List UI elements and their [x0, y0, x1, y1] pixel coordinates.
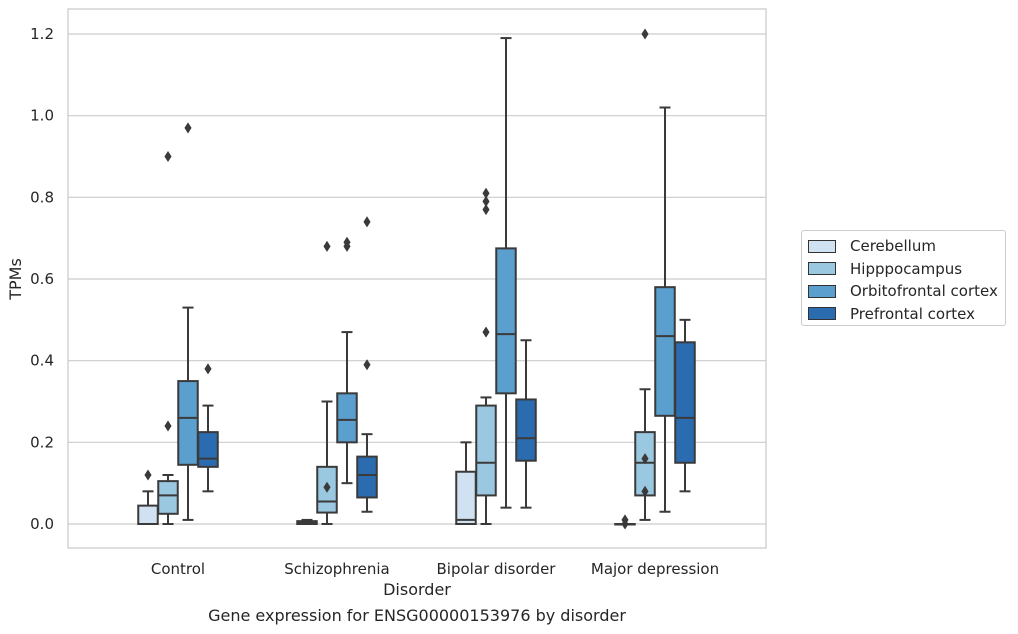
y-tick-label: 0.4: [30, 352, 54, 370]
outlier-point: [144, 469, 152, 481]
x-tick-label: Bipolar disorder: [437, 560, 557, 578]
legend-label: Cerebellum: [850, 237, 936, 256]
outlier-point: [363, 359, 371, 371]
box-hipppocampus: [316, 240, 338, 525]
x-tick-label: Control: [151, 560, 205, 578]
box-hipppocampus: [475, 187, 497, 525]
box-cerebellum: [296, 518, 318, 525]
box-iqr: [356, 455, 378, 499]
outlier-point: [641, 485, 649, 497]
outlier-point: [343, 236, 351, 248]
box-prefrontal-cortex: [515, 339, 537, 509]
legend-swatch: [808, 262, 836, 276]
y-tick-label: 0.0: [30, 515, 54, 533]
box-prefrontal-cortex: [674, 318, 696, 493]
outlier-point: [184, 122, 192, 134]
x-tick-label: Major depression: [591, 560, 719, 578]
outlier-point: [482, 187, 490, 199]
outlier-point: [482, 195, 490, 207]
y-tick-label: 1.0: [30, 107, 54, 125]
box-orbitofrontal-cortex: [336, 236, 358, 485]
box-iqr: [515, 398, 537, 462]
box-iqr: [654, 286, 676, 417]
box-iqr: [455, 470, 477, 526]
y-axis-label: TPMs: [6, 258, 25, 301]
y-tick-label: 0.6: [30, 270, 54, 288]
box-cerebellum: [455, 441, 477, 526]
box-iqr: [495, 247, 517, 395]
outlier-point: [482, 326, 490, 338]
box-iqr: [137, 504, 159, 525]
y-tick-label: 0.2: [30, 433, 54, 451]
legend-swatch: [808, 239, 836, 253]
box-prefrontal-cortex: [356, 216, 378, 513]
box-iqr: [674, 341, 696, 464]
box-iqr: [157, 480, 179, 515]
box-iqr: [475, 404, 497, 497]
box-cerebellum: [137, 469, 159, 525]
y-tick-labels: 0.0 0.2 0.4 0.6 0.8 1.0 1.2: [30, 25, 54, 533]
x-axis-label: Disorder: [383, 580, 451, 599]
legend-swatch: [808, 307, 836, 321]
outlier-point: [323, 481, 331, 493]
outlier-point: [641, 453, 649, 465]
outlier-point: [621, 514, 629, 526]
plot-frame: [67, 8, 767, 549]
box-plot-series: [137, 28, 696, 530]
legend-item: Hipppocampus: [802, 258, 1005, 281]
outlier-point: [363, 216, 371, 228]
legend-item: Cerebellum: [802, 235, 1005, 258]
legend-label: Prefrontal cortex: [850, 304, 975, 323]
x-tick-label: Schizophrenia: [284, 560, 389, 578]
outlier-point: [164, 150, 172, 163]
outlier-point: [164, 420, 172, 432]
y-tick-label: 1.2: [30, 25, 54, 43]
box-orbitofrontal-cortex: [177, 122, 199, 521]
legend-label: Hipppocampus: [850, 259, 963, 278]
legend-label: Orbitofrontal cortex: [850, 282, 998, 301]
outlier-point: [204, 363, 212, 375]
outlier-point: [323, 240, 331, 252]
box-cerebellum: [614, 514, 636, 530]
x-tick-labels: Control Schizophrenia Bipolar disorder Majo…: [151, 560, 719, 578]
legend-item: Orbitofrontal cortex: [802, 280, 1005, 303]
box-iqr: [197, 431, 219, 468]
box-prefrontal-cortex: [197, 363, 219, 493]
legend: Cerebellum Hipppocampus Orbitofrontal cort…: [801, 230, 1006, 326]
box-orbitofrontal-cortex: [495, 37, 517, 509]
box-hipppocampus: [634, 28, 656, 521]
legend-swatch: [808, 284, 836, 298]
outlier-point: [641, 28, 649, 40]
box-iqr: [177, 380, 199, 466]
legend-item: Prefrontal cortex: [802, 303, 1005, 326]
outlier-point: [482, 204, 490, 216]
chart-caption: Gene expression for ENSG00000153976 by d…: [208, 606, 626, 625]
box-orbitofrontal-cortex: [654, 106, 676, 513]
y-tick-label: 0.8: [30, 188, 54, 206]
box-hipppocampus: [157, 150, 179, 525]
box-iqr: [336, 392, 358, 444]
